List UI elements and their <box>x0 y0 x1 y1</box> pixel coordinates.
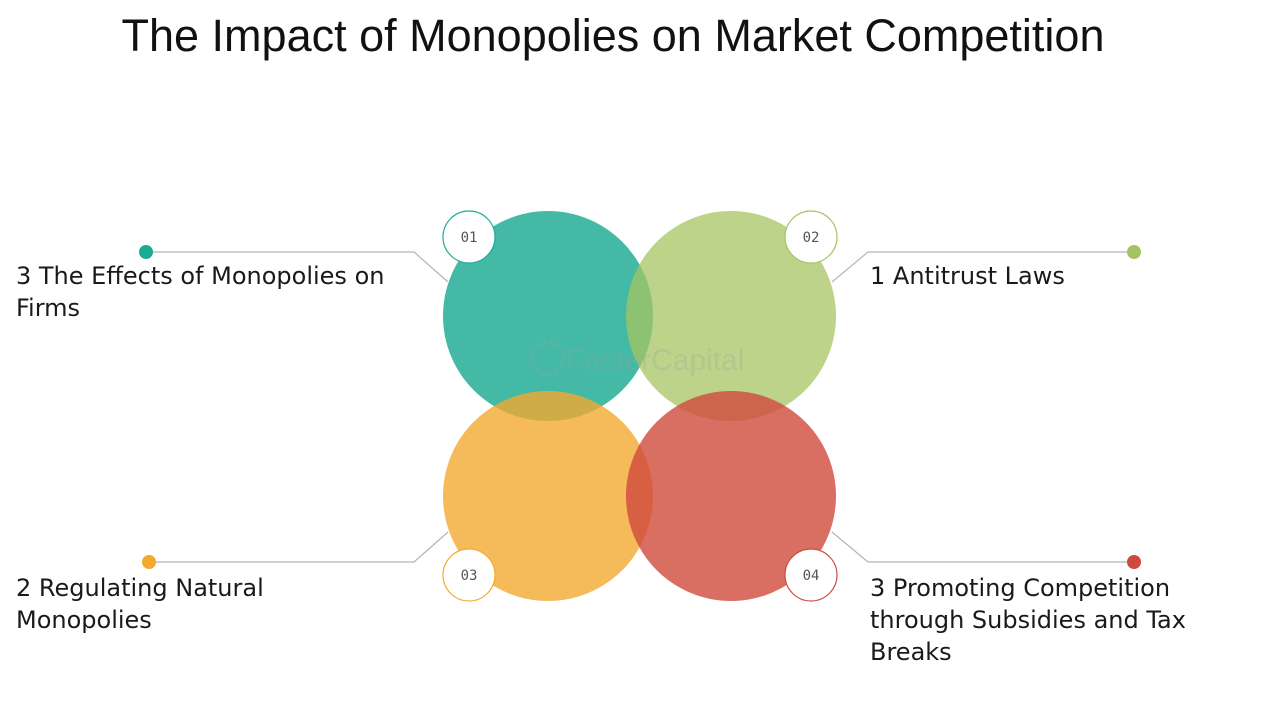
connector-line-04 <box>831 531 1134 563</box>
badge-circle-02 <box>784 210 838 264</box>
label-01: 3 The Effects of Monopolies on Firms <box>16 262 385 322</box>
dot-04 <box>1127 555 1141 569</box>
badge-number-01: 01 <box>461 230 478 246</box>
circle-04 <box>626 391 836 601</box>
dot-02 <box>1127 245 1141 259</box>
label-03: 2 Regulating Natural Monopolies <box>16 574 264 634</box>
badge-circle-04 <box>784 548 838 602</box>
circle-03 <box>443 391 653 601</box>
badge-number-04: 04 <box>803 568 820 584</box>
dot-01 <box>139 245 153 259</box>
connector-line-01 <box>146 251 449 283</box>
watermark-gear-icon <box>530 340 566 376</box>
page-title: The Impact of Monopolies on Market Compe… <box>121 10 1105 61</box>
label-04: 3 Promoting Competition through Subsidie… <box>870 574 1186 666</box>
connector-line-03 <box>149 531 449 563</box>
badge-number-03: 03 <box>461 568 478 584</box>
circle-02 <box>626 211 836 421</box>
circle-01 <box>443 211 653 421</box>
badge-number-02: 02 <box>803 230 820 246</box>
badge-circle-01 <box>442 210 496 264</box>
badge-circle-03 <box>442 548 496 602</box>
dot-03 <box>142 555 156 569</box>
label-02: 1 Antitrust Laws <box>870 262 1065 290</box>
watermark: FasterCapital <box>566 344 744 377</box>
connector-line-02 <box>831 251 1134 283</box>
